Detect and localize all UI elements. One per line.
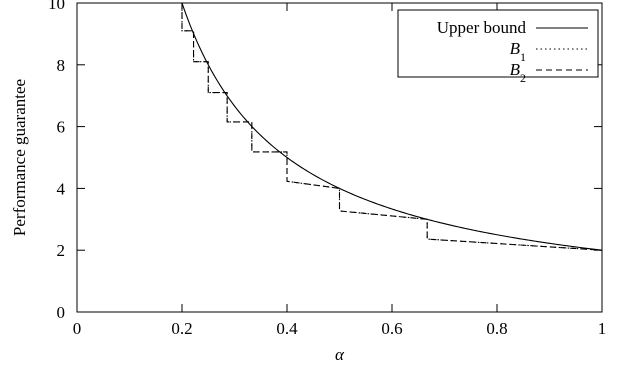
x-tick-label: 0.2 [171, 319, 192, 338]
x-tick-label: 1 [598, 319, 607, 338]
x-tick-label: 0.8 [486, 319, 507, 338]
y-tick-label: 4 [57, 179, 66, 198]
y-tick-label: 10 [48, 0, 65, 13]
legend-label-text: B [510, 39, 521, 58]
legend-label: B2 [510, 60, 526, 85]
legend-label-text: B [510, 60, 521, 79]
x-tick-label: 0.4 [276, 319, 298, 338]
y-axis-title: Performance guarantee [10, 79, 29, 236]
y-tick-label: 6 [57, 118, 66, 137]
series-line-b1 [181, 3, 603, 251]
legend-label: B1 [510, 39, 526, 64]
x-axis-title: α [335, 345, 345, 364]
x-tick-label: 0.6 [381, 319, 402, 338]
y-tick-label: 2 [57, 241, 66, 260]
legend-label: Upper bound [437, 18, 527, 37]
plot-frame [76, 2, 603, 313]
legend-label-subscript: 1 [520, 50, 526, 64]
y-tick-label: 8 [57, 56, 66, 75]
legend-box [397, 9, 599, 78]
legend-label-subscript: 2 [520, 71, 526, 85]
series-lines [181, 2, 603, 251]
x-tick-label: 0 [73, 319, 82, 338]
y-tick-label: 0 [57, 303, 66, 322]
legend-label-text: Upper bound [437, 18, 527, 37]
